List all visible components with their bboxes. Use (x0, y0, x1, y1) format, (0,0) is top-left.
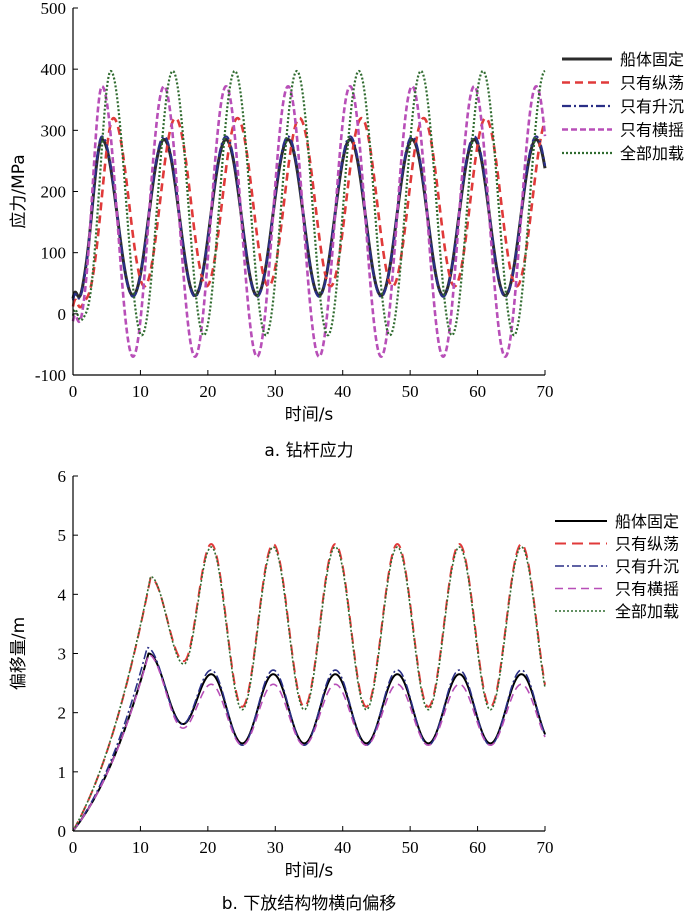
legend-label: 只有升沉 (615, 557, 679, 576)
x-tick-label: 50 (402, 382, 419, 401)
series-line-4 (71, 84, 547, 358)
x-tick-label: 10 (132, 382, 149, 401)
series-line-3 (71, 135, 547, 301)
x-tick-label: 70 (537, 382, 554, 401)
x-tick-label: 70 (537, 838, 554, 857)
x-tick-label: 20 (199, 382, 216, 401)
y-tick-label: 5 (58, 526, 67, 545)
legend-label: 只有横摇 (620, 121, 684, 140)
series-line-5 (71, 69, 546, 337)
x-tick-label: 30 (267, 382, 284, 401)
series-line-4 (72, 653, 546, 832)
series-line-3 (72, 646, 546, 832)
legend-label: 船体固定 (620, 50, 684, 69)
y-tick-label: 100 (41, 244, 67, 263)
y-tick-label: -100 (35, 366, 66, 385)
x-tick-label: 50 (402, 838, 419, 857)
y-tick-label: 500 (41, 0, 67, 18)
x-axis-title: 时间/s (285, 405, 334, 425)
series-line-2 (72, 543, 546, 832)
y-tick-label: 0 (58, 305, 67, 324)
chart-caption: a. 钻杆应力 (264, 441, 353, 461)
legend-label: 只有横摇 (615, 580, 679, 599)
x-tick-label: 0 (69, 382, 78, 401)
x-tick-label: 30 (267, 838, 284, 857)
y-tick-label: 0 (58, 822, 67, 841)
x-tick-label: 60 (469, 382, 486, 401)
x-tick-label: 60 (469, 838, 486, 857)
x-tick-label: 20 (199, 838, 216, 857)
legend-label: 只有纵荡 (620, 74, 684, 93)
chart-b-offset: 0 10 20 30 40 50 60 70 0 1 2 3 4 5 6 时间/s 偏移量/m b. 下放结构物横… (9, 467, 679, 914)
chart-a-stress: 0 10 20 30 40 50 60 70-1000100200300400500时间/s应… (9, 0, 684, 461)
legend-label: 船体固定 (615, 512, 679, 531)
series-line-5 (72, 546, 546, 832)
legend-label: 全部加载 (615, 602, 679, 621)
chart-caption: b. 下放结构物横向偏移 (222, 894, 397, 914)
y-tick-label: 2 (58, 704, 67, 723)
x-tick-label: 40 (334, 838, 351, 857)
y-tick-label: 400 (41, 60, 67, 79)
y-axis-title: 应力/MPa (9, 154, 29, 228)
series-line-2 (71, 116, 547, 309)
x-tick-label: 0 (69, 838, 78, 857)
y-tick-label: 6 (58, 467, 67, 486)
x-tick-label: 10 (132, 838, 149, 857)
legend-label: 只有纵荡 (615, 535, 679, 554)
y-tick-label: 3 (58, 645, 67, 664)
y-tick-label: 4 (58, 585, 67, 604)
legend-label: 全部加载 (620, 144, 684, 163)
x-tick-label: 40 (334, 382, 351, 401)
y-axis-title: 偏移量/m (9, 617, 29, 690)
y-tick-label: 1 (58, 763, 67, 782)
y-tick-label: 200 (41, 183, 67, 202)
legend-label: 只有升沉 (620, 97, 684, 116)
x-axis-title: 时间/s (285, 861, 334, 881)
y-tick-label: 300 (41, 121, 67, 140)
